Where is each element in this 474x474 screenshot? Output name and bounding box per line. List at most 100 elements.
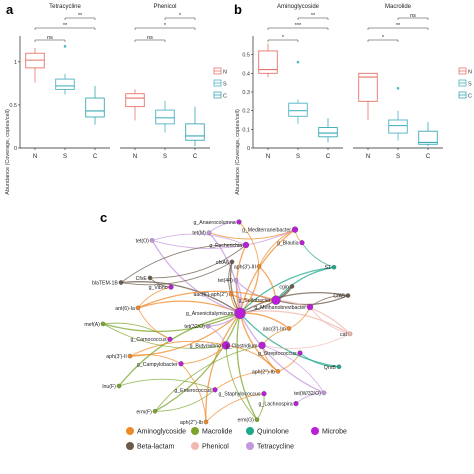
significance-bracket: ** <box>34 23 96 30</box>
node-label: g_Sulfobacter <box>238 298 270 304</box>
box-body <box>318 127 338 138</box>
node-label: g_Methanobrevibacter <box>254 305 306 311</box>
network-edge <box>301 242 335 268</box>
node-aph3ii: aph(3')-II <box>106 353 133 360</box>
legend-label: C <box>468 94 472 100</box>
y-tick-label: 0.1 <box>242 127 250 133</box>
box-N <box>358 72 378 120</box>
network-graph: tet(M) g_Anaerocolumna g_Mediterraneibacte… <box>84 219 353 426</box>
node-circle <box>205 323 211 329</box>
network-edge <box>120 261 233 286</box>
node-circle <box>149 238 155 243</box>
x-tick-label: S <box>163 154 167 160</box>
node-label: g_Clostridium <box>226 343 258 349</box>
network-edge <box>151 233 247 246</box>
node-butyri: g_Butyrivibrio <box>190 341 231 350</box>
legend-label: Macrolide <box>202 429 232 436</box>
box-body <box>85 97 105 118</box>
network-edge <box>228 261 233 295</box>
significance-label: ns <box>410 13 416 19</box>
legend-swatch <box>126 427 134 435</box>
panel-c-letter: c <box>100 210 107 225</box>
network-edge <box>180 345 227 365</box>
legend-label: Aminoglycoside <box>137 429 186 436</box>
x-tick-label: N <box>133 154 137 160</box>
legend-label: Phenicol <box>202 444 229 451</box>
significance-label: * <box>382 35 385 41</box>
node-label: g_Enterococcus <box>174 388 212 394</box>
node-label: g_Anaerocolumna <box>193 220 235 226</box>
node-lachno: g_Lachnospira <box>259 401 299 408</box>
node-vibrio: g_Vibrio <box>149 284 174 291</box>
bracket-line <box>134 27 196 30</box>
node-arsen: g_Arsenicitalymicum <box>186 307 246 319</box>
node-methano: g_Methanobrevibacter <box>254 303 314 311</box>
node-circle <box>293 401 299 407</box>
network-edge <box>239 310 351 335</box>
node-ermg: erm(G) <box>237 417 260 424</box>
panel-a-letter: a <box>6 2 14 17</box>
node-circle <box>242 241 250 249</box>
node-carno: g_Carnococcus <box>131 336 173 343</box>
legend-label: N <box>223 70 227 76</box>
network-edge <box>129 312 241 357</box>
node-label: lnu(F) <box>102 384 116 390</box>
x-tick-label: N <box>33 154 37 160</box>
node-circle <box>221 341 231 350</box>
legend-label: Beta-lactam <box>137 444 175 451</box>
network-edge <box>151 229 296 249</box>
y-tick-label: 1 <box>14 60 17 66</box>
node-circle <box>347 331 353 337</box>
box-C <box>318 118 338 143</box>
node-circle <box>167 336 173 342</box>
node-label: erm(F) <box>136 409 152 415</box>
network-edge <box>275 294 349 306</box>
bracket-line <box>297 17 329 20</box>
node-circle <box>135 305 141 311</box>
network-edge <box>239 292 349 314</box>
node-aac6: aac(6')-aph(2'') <box>193 291 234 298</box>
node-circle <box>168 284 174 290</box>
network-edge <box>137 290 277 309</box>
significance-bracket: ** <box>367 23 429 30</box>
node-label: aac(6')-aph(2'') <box>193 292 228 298</box>
legend-swatch <box>191 442 199 450</box>
node-linf: lnu(F) <box>102 383 122 390</box>
significance-bracket: ns <box>134 35 166 42</box>
significance-bracket: ** <box>64 13 96 20</box>
legend-item-phenicol: Phenicol <box>191 442 229 451</box>
box-N <box>25 48 45 83</box>
node-label: tet(M) <box>192 231 206 237</box>
node-label: g_Carnococcus <box>131 337 167 343</box>
y-tick-label: 0.4 <box>242 71 250 77</box>
legend-label: S <box>223 82 227 88</box>
legend-swatch <box>126 442 134 450</box>
network-edge <box>205 312 241 423</box>
box-C <box>85 85 105 125</box>
node-circle <box>331 264 337 270</box>
significance-label: ** <box>78 13 83 19</box>
network-edge <box>149 244 247 279</box>
x-tick-label: C <box>193 154 198 160</box>
facet-tetracycline: Tetracycline N S Cns ** ** <box>20 4 110 160</box>
node-circle <box>147 275 153 281</box>
node-circle <box>345 293 351 298</box>
network-edge <box>261 344 325 394</box>
node-cfxe: CfxE <box>136 275 153 282</box>
network-edge <box>236 313 258 421</box>
box-body <box>55 78 75 90</box>
node-mefa: mef(A) <box>84 321 106 328</box>
network-edge <box>239 312 325 394</box>
bracket-line <box>397 17 429 20</box>
box-N <box>125 89 145 121</box>
outlier-point <box>63 45 67 48</box>
legend-label: Quinolone <box>257 429 289 436</box>
node-circle <box>116 383 122 389</box>
node-circle <box>336 364 342 370</box>
node-label: g_Arsenicitalymicum <box>186 311 234 317</box>
outlier-point <box>296 60 300 64</box>
node-label: g_Campylobacter <box>137 362 178 368</box>
node-label: aac(3')-Im <box>263 327 286 333</box>
node-label: cgin <box>279 284 289 290</box>
